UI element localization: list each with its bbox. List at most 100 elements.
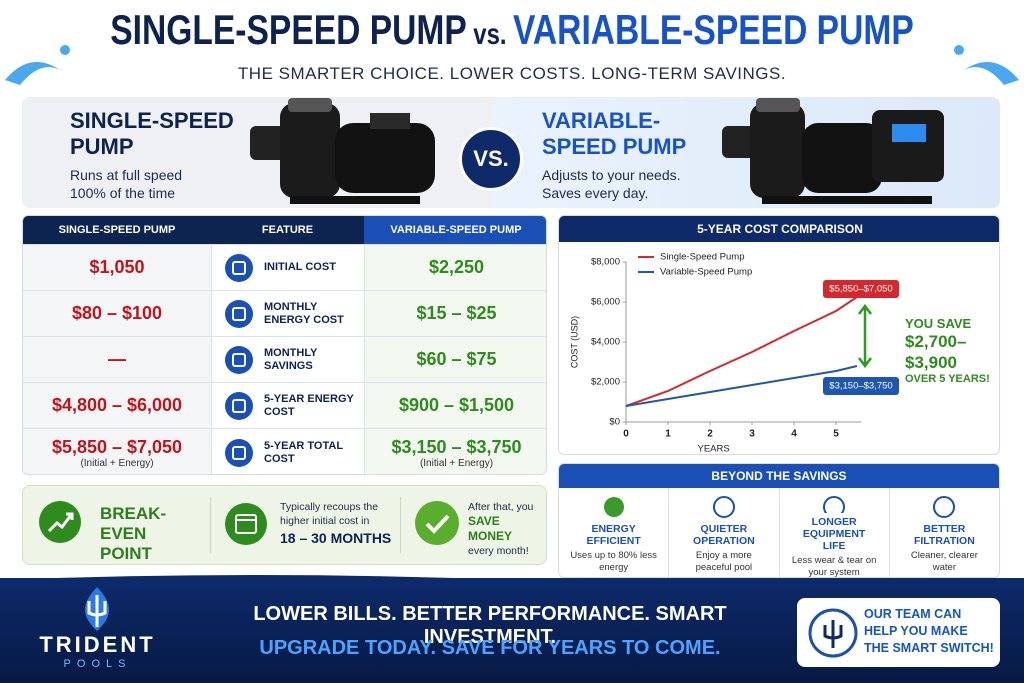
cta-icon (808, 608, 858, 658)
table-header-cell: VARIABLE-SPEED PUMP (364, 216, 546, 244)
benefits-panel: BEYOND THE SAVINGS ENERGY EFFICIENT Uses … (558, 463, 1000, 578)
title-vs: vs. (473, 18, 507, 51)
feature-icon (225, 253, 253, 282)
single-cell: $80 – $100 (23, 290, 211, 336)
chart: 5-YEAR COST COMPARISON $0 $2,000 $4,000 $6,… (559, 216, 999, 455)
icon-shape (712, 496, 735, 518)
table-header-cell: FEATURE (211, 216, 364, 244)
range-label: $5,850–$7,050 (829, 284, 892, 295)
y-axis-label: COST (USD) (569, 316, 579, 368)
x-tick-label: 5 (833, 429, 839, 440)
page-title: SINGLE-SPEED PUMP vs. VARIABLE-SPEED PUMP (102, 6, 921, 54)
benefit-text: Enjoy a more peaceful pool (695, 550, 753, 573)
variable-value: $15 – $25 (416, 303, 497, 323)
feature-cell: MONTHLY SAVINGS (211, 336, 364, 382)
single-note: (Initial + Energy) (80, 457, 154, 469)
benefit: LONGER EQUIPMENT LIFE Less wear & tear on… (778, 488, 889, 578)
variable-value: $2,250 (428, 257, 485, 277)
divider (210, 497, 211, 553)
hero-left-text: Runs at full speed 100% of the time (70, 167, 183, 201)
variable-value: $900 – $1,500 (398, 395, 515, 415)
benefit-title: ENERGY EFFICIENT (586, 523, 641, 547)
chart-panel: 5-YEAR COST COMPARISON $0 $2,000 $4,000 $6,… (558, 215, 1000, 455)
feature-label: INITIAL COST (264, 261, 336, 273)
benefit-icon (823, 496, 846, 513)
trident-logo (84, 587, 110, 631)
break-even-title: BREAK-EVEN POINT (100, 504, 167, 563)
chart-header (559, 216, 999, 242)
table-header-cell: SINGLE-SPEED PUMP (23, 216, 211, 244)
range-label: $3,150–$3,750 (829, 381, 892, 392)
series-line (625, 365, 858, 407)
break-even-panel (22, 485, 547, 565)
icon-circle (225, 299, 253, 328)
variable-cell: $60 – $75 (364, 336, 546, 382)
x-tick-label: 4 (791, 429, 797, 440)
feature-label: MONTHLY ENERGY COST (264, 300, 344, 326)
icon-glyph (232, 306, 246, 321)
benefit-title: BETTER FILTRATION (913, 523, 975, 547)
footer-line-2: UPGRADE TODAY. SAVE FOR YEARS TO COME. (259, 637, 721, 659)
single-value: $5,850 – $7,050 (51, 436, 183, 457)
benefit: BETTER FILTRATION Cleaner, clearer water (888, 488, 999, 577)
single-cell: $5,850 – $7,050 (Initial + Energy) (23, 428, 211, 474)
icon-glyph (232, 445, 246, 460)
benefit-text: Uses up to 80% less energy (570, 550, 657, 573)
savings-note: OVER 5 YEARS! (905, 373, 990, 385)
icon-shape (823, 496, 846, 513)
y-tick-label: $6,000 (591, 297, 620, 308)
after-highlight: SAVE MONEY (468, 514, 513, 543)
savings-callout: YOU SAVE $2,700–$3,900 OVER 5 YEARS! (905, 316, 997, 385)
y-tick-label: $0 (609, 417, 620, 428)
pump-image-variable (722, 98, 944, 204)
variable-value: $3,150 – $3,750 (391, 436, 522, 457)
icon-circle (225, 391, 253, 420)
range-box (823, 377, 899, 395)
benefit-icon (933, 496, 956, 518)
splash-right (954, 45, 1019, 85)
single-value: $1,050 (89, 257, 145, 277)
check-icon (415, 501, 459, 545)
single-cell: $1,050 (23, 244, 211, 290)
feature-label: MONTHLY SAVINGS (264, 346, 318, 372)
variable-note: (Initial + Energy) (419, 457, 494, 469)
x-tick-label: 1 (665, 429, 671, 440)
comparison-table: SINGLE-SPEED PUMP FEATURE VARIABLE-SPEED P… (22, 215, 547, 475)
wave (0, 575, 1024, 590)
benefit: ENERGY EFFICIENT Uses up to 80% less ener… (559, 488, 668, 577)
benefits-list: ENERGY EFFICIENT Uses up to 80% less ener… (559, 488, 999, 578)
legend-label: Variable-Speed Pump (660, 267, 752, 278)
brand: TRIDENT (39, 632, 156, 657)
after-text: After that, you SAVE MONEY every month! (468, 500, 543, 558)
break-even-months: 18 – 30 MONTHS (280, 530, 392, 546)
icon-glyph (232, 352, 246, 367)
benefit-icon (712, 496, 735, 518)
savings-arrow (858, 303, 872, 369)
benefit: QUIETER OPERATION Enjoy a more peaceful p… (668, 488, 778, 577)
hero-right-title: VARIABLE-SPEED PUMP (542, 108, 687, 159)
variable-cell: $15 – $25 (364, 290, 546, 336)
footer-line-1: LOWER BILLS. BETTER PERFORMANCE. SMART I… (253, 603, 727, 648)
splash-left (5, 45, 70, 85)
icon-shape (933, 496, 956, 518)
icon-glyph (232, 398, 246, 413)
range-box (823, 280, 899, 298)
icon-circle (225, 253, 253, 282)
pump-image-single (250, 98, 435, 204)
single-value: — (108, 349, 126, 369)
title-left: SINGLE-SPEED PUMP (110, 6, 467, 53)
icon-shape (603, 497, 624, 517)
x-axis-label: YEARS (697, 444, 729, 455)
single-cell: — (23, 336, 211, 382)
feature-label: 5-YEAR TOTAL COST (264, 439, 343, 465)
benefit-text: Less wear & tear on your system (791, 555, 877, 578)
feature-cell: 5-YEAR TOTAL COST (211, 428, 364, 474)
feature-cell: MONTHLY ENERGY COST (211, 290, 364, 336)
vs-badge: VS. (459, 127, 523, 191)
variable-cell: $3,150 – $3,750 (Initial + Energy) (364, 428, 546, 474)
icon-circle (225, 345, 253, 374)
feature-cell: INITIAL COST (211, 244, 364, 290)
benefit-text: Cleaner, clearer water (910, 550, 978, 573)
feature-label: 5-YEAR ENERGY COST (264, 392, 354, 418)
variable-cell: $2,250 (364, 244, 546, 290)
